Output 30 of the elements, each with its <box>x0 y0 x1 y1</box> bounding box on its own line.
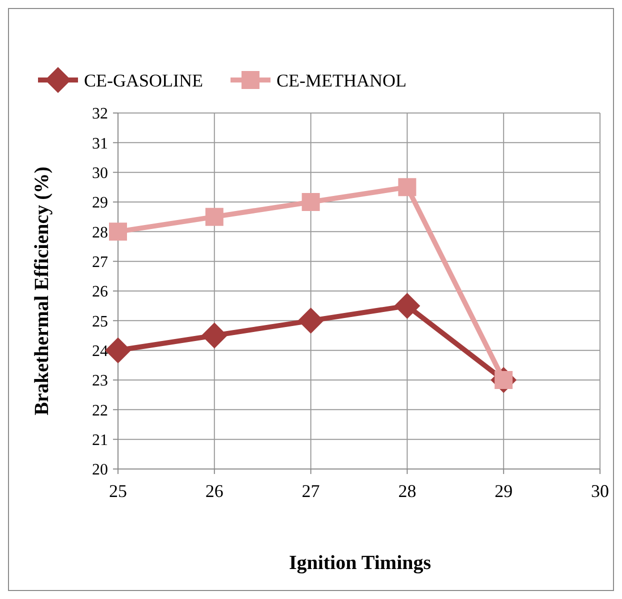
y-tick-label: 22 <box>92 402 108 420</box>
y-tick-label: 27 <box>92 254 108 271</box>
y-tick-label: 20 <box>92 462 108 479</box>
x-tick-label: 27 <box>302 481 320 501</box>
point <box>298 308 324 334</box>
y-tick-label: 21 <box>92 432 108 449</box>
y-tick-label: 28 <box>92 224 108 242</box>
point <box>394 292 420 319</box>
y-tick-label: 23 <box>92 372 108 390</box>
point <box>302 193 320 211</box>
y-axis-title: Brakethermal Efficiency (%) <box>31 166 53 416</box>
point <box>109 222 127 241</box>
x-tick-label: 30 <box>591 481 609 501</box>
y-tick-label: 31 <box>92 135 108 152</box>
y-tick-label: 25 <box>92 313 108 330</box>
point <box>201 322 228 348</box>
y-tick-label: 26 <box>92 284 108 301</box>
legend-label: CE-GASOLINE <box>84 70 203 90</box>
y-tick-label: 32 <box>92 106 108 123</box>
point <box>398 178 416 196</box>
point <box>205 208 224 226</box>
x-tick-label: 25 <box>109 481 127 501</box>
y-tick-label: 29 <box>92 194 108 212</box>
y-tick-label: 24 <box>92 342 108 360</box>
x-tick-label: 28 <box>398 481 416 501</box>
legend-label: CE-METHANOL <box>276 70 406 90</box>
x-tick-label: 26 <box>205 481 224 501</box>
x-tick-label: 29 <box>494 481 513 501</box>
x-axis-title: Ignition Timings <box>288 552 432 574</box>
y-tick-label: 30 <box>92 164 108 182</box>
